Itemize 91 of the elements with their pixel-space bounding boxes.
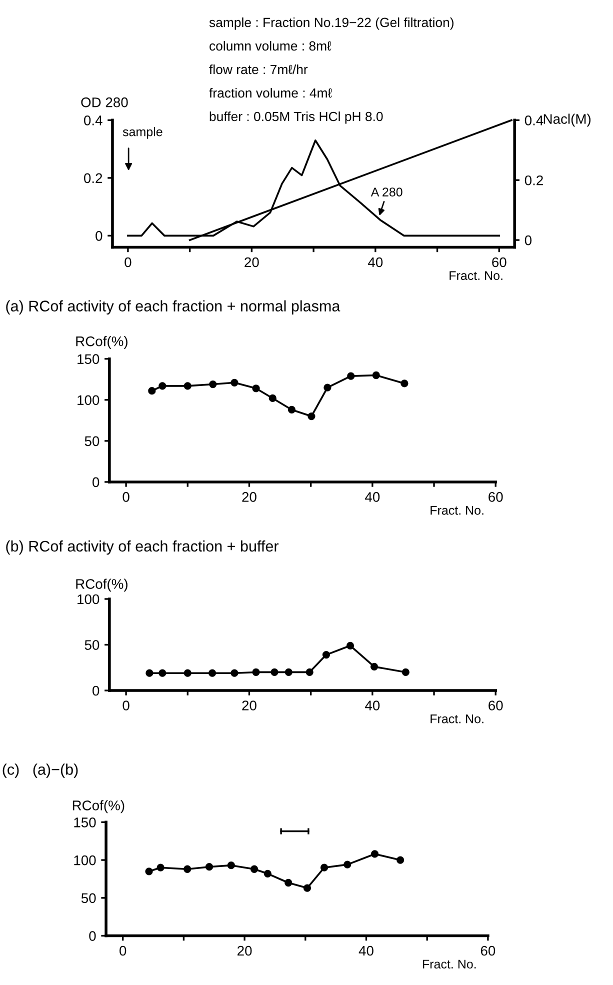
x-tick-label: 40 — [358, 946, 374, 956]
x-axis-title: Fract. No. — [450, 271, 502, 280]
point — [370, 850, 379, 858]
y2-tick-label: 0.2 — [524, 175, 543, 186]
x-tick-label: 0 — [124, 257, 132, 268]
point — [400, 380, 408, 388]
point — [209, 380, 217, 388]
y-tick-label: 150 — [78, 354, 100, 364]
x-tick-label: 20 — [242, 700, 256, 710]
x-tick-label: 20 — [238, 946, 252, 956]
point — [402, 668, 410, 676]
x-tick-label: 60 — [492, 257, 506, 268]
x-tick-label: 40 — [365, 700, 380, 710]
point — [320, 864, 328, 872]
y-tick-label: 0.4 — [84, 116, 102, 126]
point — [184, 865, 192, 873]
point — [252, 384, 260, 392]
x-tick-label: 0 — [120, 946, 126, 956]
annotation: sample — [122, 127, 162, 139]
point — [306, 668, 314, 676]
point — [230, 669, 238, 677]
y-tick-label: 50 — [84, 436, 100, 446]
point — [184, 382, 192, 390]
point — [208, 669, 216, 677]
y-axis-title: OD 280 — [81, 97, 128, 108]
y-tick-label: 0 — [89, 931, 96, 941]
point — [396, 856, 404, 864]
y2-axis-title: Nacl(M) — [544, 114, 591, 127]
x-tick-label: 60 — [480, 946, 496, 956]
point — [250, 865, 258, 873]
point — [156, 864, 164, 872]
point — [264, 870, 272, 878]
point — [146, 669, 154, 677]
point — [372, 371, 380, 380]
y-tick-label: 50 — [84, 640, 100, 650]
point — [284, 878, 292, 887]
y-axis-title: RCof(%) — [72, 800, 124, 814]
y-tick-label: 100 — [74, 855, 96, 866]
point — [284, 668, 292, 676]
point — [346, 642, 354, 650]
annotation: A 280 — [370, 188, 402, 196]
x-tick-label: 60 — [488, 700, 503, 710]
point — [230, 378, 238, 386]
x-tick-label: 0 — [122, 492, 130, 502]
point — [227, 862, 235, 870]
x-tick-label: 0 — [122, 700, 130, 710]
chart-title: (a) RCof activity of each fraction + normal plasma — [6, 300, 340, 315]
x-tick-label: 20 — [242, 492, 256, 502]
y-axis-title: RCof(%) — [76, 336, 128, 349]
y2-tick-label: 0 — [524, 235, 532, 246]
x-axis-title: Fract. No. — [430, 506, 484, 515]
y2-tick-label: 0.4 — [524, 116, 544, 126]
point — [270, 668, 278, 676]
point — [324, 384, 332, 392]
point — [370, 662, 378, 671]
x-tick-label: 40 — [365, 492, 380, 502]
point — [184, 669, 192, 677]
chart-title: (c) (a)−(b) — [2, 764, 78, 778]
x-tick-label: 20 — [244, 257, 259, 268]
chart-title: (b) RCof activity of each fraction + buffer — [6, 540, 279, 555]
point — [158, 669, 166, 677]
x-axis-title: Fract. No. — [430, 714, 484, 724]
x-tick-label: 40 — [368, 257, 383, 268]
text: fraction volume : 4mℓ — [209, 88, 332, 98]
point — [344, 860, 352, 868]
y-tick-label: 0 — [96, 231, 102, 241]
y-axis-title: RCof(%) — [76, 578, 128, 592]
y-tick-label: 0 — [92, 686, 100, 696]
annotation: buffer : 0.05M Tris HCl pH 8.0 — [210, 111, 383, 124]
point — [347, 372, 355, 380]
text: column volume : 8mℓ — [210, 40, 332, 51]
y-tick-label: 100 — [78, 395, 100, 406]
point — [303, 884, 312, 892]
y-tick-label: 0.2 — [84, 173, 102, 184]
point — [252, 668, 260, 676]
point — [145, 868, 153, 876]
point — [268, 394, 276, 402]
y-tick-label: 50 — [81, 893, 96, 904]
point — [205, 863, 214, 871]
point — [148, 387, 156, 395]
point — [322, 650, 330, 659]
x-axis-title: Fract. No. — [422, 960, 476, 969]
x-tick-label: 60 — [488, 492, 503, 502]
point — [308, 412, 316, 420]
y-tick-label: 0 — [92, 477, 100, 488]
y-tick-label: 100 — [78, 594, 100, 604]
text: sample : Fraction No.19−22 (Gel filtration) — [209, 17, 454, 30]
y-tick-label: 150 — [74, 818, 96, 828]
point — [158, 382, 166, 390]
text: flow rate : 7mℓ/hr — [209, 64, 308, 74]
point — [288, 406, 296, 414]
